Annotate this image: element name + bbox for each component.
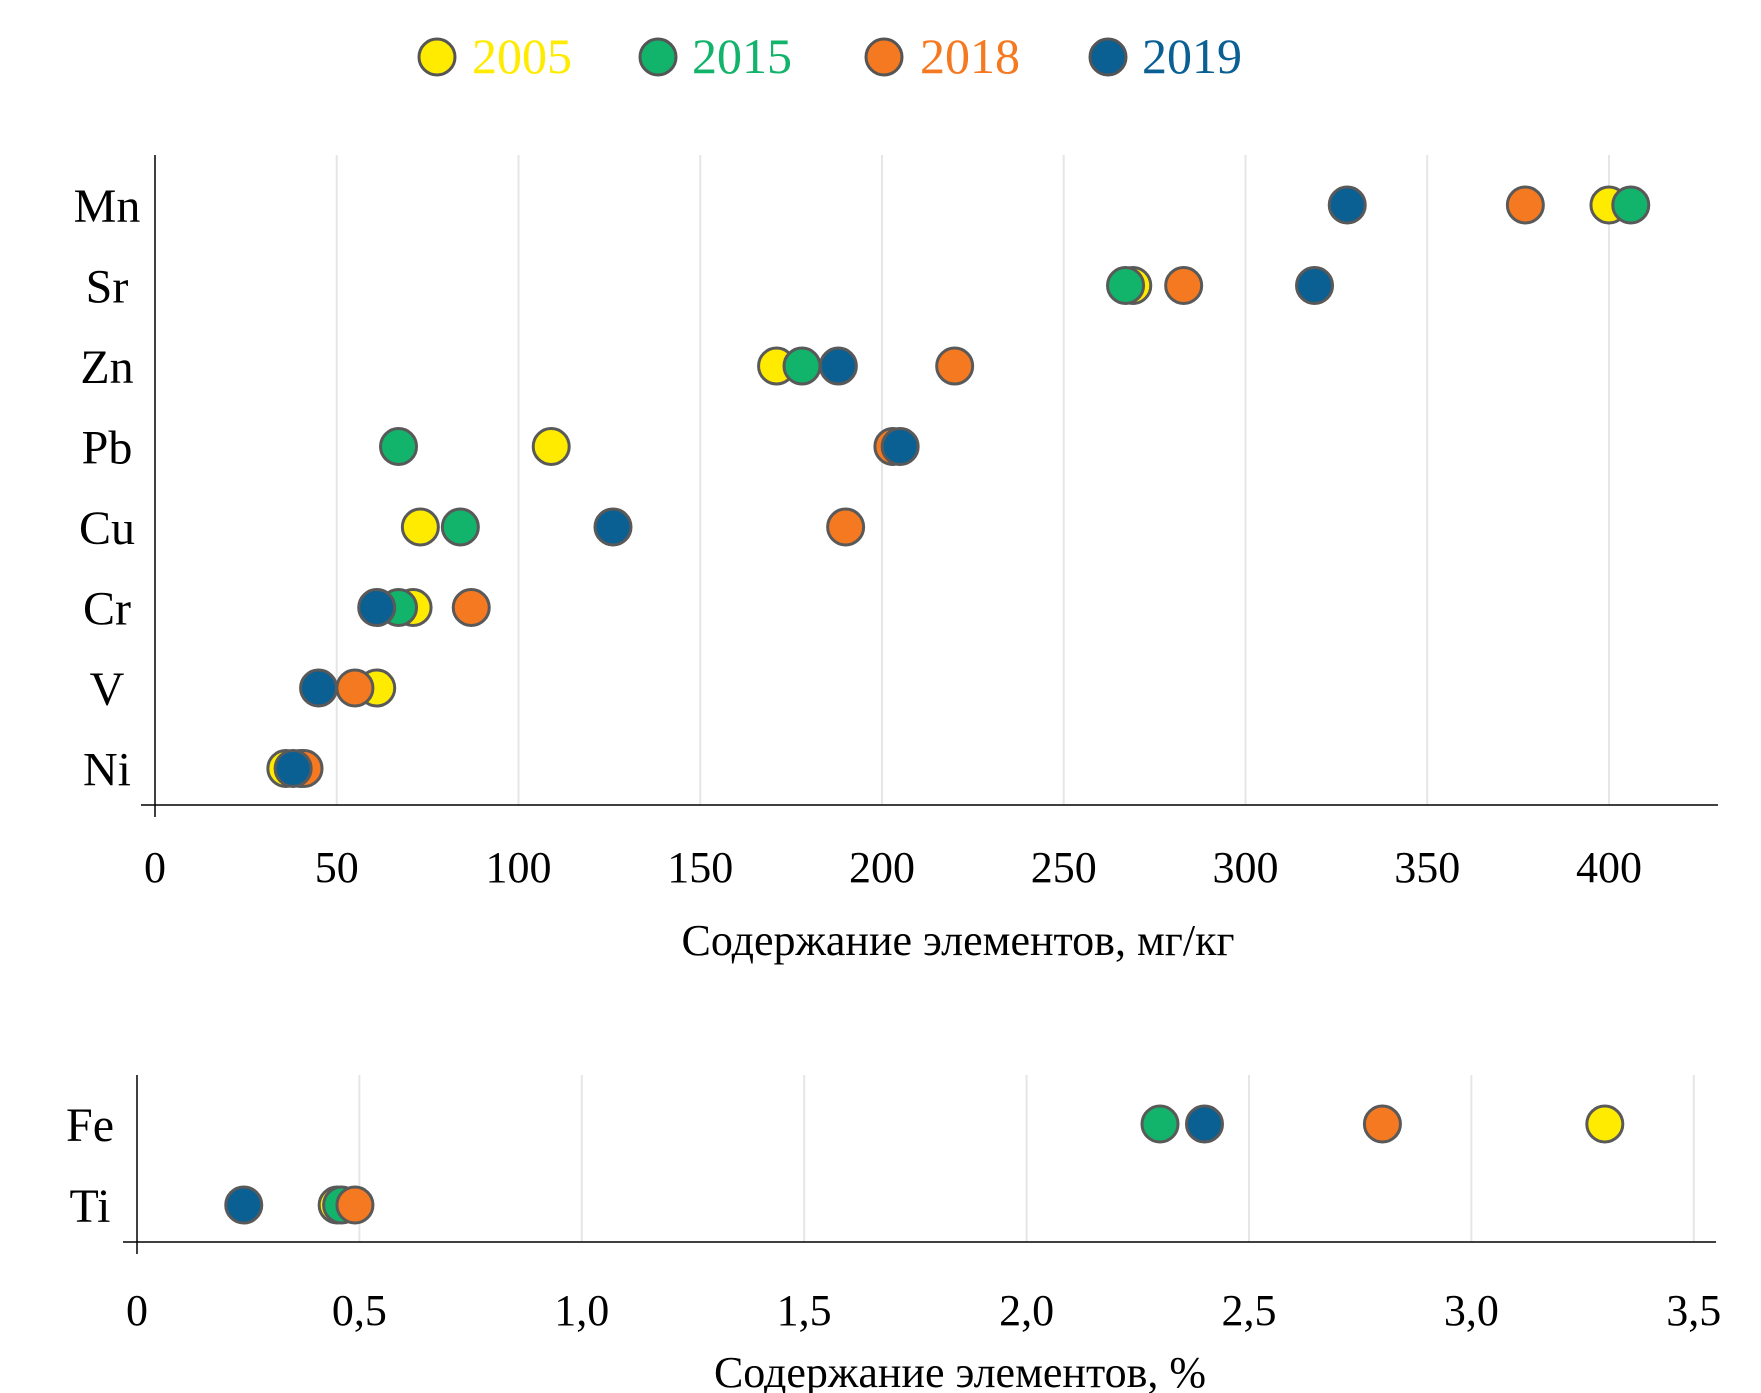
x-axis-title: Содержание элементов, % [714, 1348, 1206, 1393]
x-tick-label: 3,5 [1666, 1286, 1721, 1335]
legend-marker-2019 [1088, 37, 1128, 77]
x-tick-label: 150 [667, 843, 733, 892]
category-label-Cu: Cu [79, 502, 135, 555]
legend-marker-2015 [638, 37, 678, 77]
category-label-Ti: Ti [70, 1180, 111, 1233]
point-2015-Sr [1106, 266, 1146, 305]
x-tick-label: 50 [315, 843, 359, 892]
legend-marker-2018 [864, 37, 904, 77]
x-tick-label: 400 [1576, 843, 1642, 892]
point-2019-Pb [880, 427, 920, 466]
x-tick-label: 0,5 [332, 1286, 387, 1335]
x-tick-label: 0 [144, 843, 166, 892]
point-2019-Ti [224, 1185, 264, 1225]
category-label-Pb: Pb [82, 422, 133, 475]
x-axis-title: Содержание элементов, мг/кг [681, 916, 1234, 965]
legend-label-2005: 2005 [472, 28, 572, 84]
point-2015-Fe [1140, 1104, 1180, 1144]
x-tick-label: 1,0 [554, 1286, 609, 1335]
x-tick-label: 2,0 [999, 1286, 1054, 1335]
point-2019-Cu [593, 507, 633, 547]
point-2019-Sr [1295, 266, 1335, 305]
x-tick-label: 350 [1394, 843, 1460, 892]
point-2018-Mn [1505, 185, 1545, 225]
point-2019-Fe [1184, 1104, 1224, 1144]
point-2018-V [335, 668, 375, 708]
category-label-Fe: Fe [66, 1099, 114, 1152]
x-tick-label: 3,0 [1444, 1286, 1499, 1335]
category-label-V: V [90, 663, 125, 716]
point-2005-Pb [531, 427, 571, 466]
point-2018-Zn [935, 346, 975, 386]
point-2015-Mn [1611, 185, 1651, 225]
point-2019-Ni [273, 749, 313, 788]
legend-marker-2005 [417, 37, 457, 77]
legend: 2005 2015 2018 2019 [417, 28, 1242, 84]
x-tick-label: 200 [849, 843, 915, 892]
x-tick-label: 100 [485, 843, 551, 892]
point-2005-Fe [1585, 1104, 1625, 1144]
point-2019-Cr [357, 588, 397, 627]
category-label-Ni: Ni [83, 744, 131, 797]
category-label-Mn: Mn [74, 180, 141, 233]
x-tick-label: 1,5 [777, 1286, 832, 1335]
x-tick-label: 2,5 [1221, 1286, 1276, 1335]
point-2018-Cu [826, 507, 866, 547]
x-tick-label: 0 [126, 1286, 148, 1335]
legend-label-2015: 2015 [692, 28, 792, 84]
chart-top-mg-kg: 0 50 100 150 200 250 300 350 400 Mn Sr Zn Pb Cu Cr V Ni С… [74, 155, 1718, 965]
point-2018-Fe [1362, 1104, 1402, 1144]
x-tick-label: 300 [1212, 843, 1278, 892]
legend-label-2019: 2019 [1142, 28, 1242, 84]
point-2018-Ti [335, 1185, 375, 1225]
category-label-Cr: Cr [83, 583, 131, 636]
point-2015-Cu [440, 507, 480, 547]
point-2019-V [299, 668, 339, 708]
point-2018-Sr [1164, 266, 1204, 305]
category-label-Zn: Zn [80, 341, 133, 394]
point-2018-Cr [451, 588, 491, 627]
chart-bottom-percent: 0 0,5 1,0 1,5 2,0 2,5 3,0 3,5 Fe Ti Содержание эле… [66, 1075, 1721, 1393]
point-2015-Zn [782, 346, 822, 386]
point-2015-Pb [379, 427, 419, 466]
point-2019-Zn [818, 346, 858, 386]
x-tick-label: 250 [1031, 843, 1097, 892]
legend-label-2018: 2018 [920, 28, 1020, 84]
point-2005-Cu [400, 507, 440, 547]
category-label-Sr: Sr [86, 261, 129, 314]
point-2019-Mn [1327, 185, 1367, 225]
